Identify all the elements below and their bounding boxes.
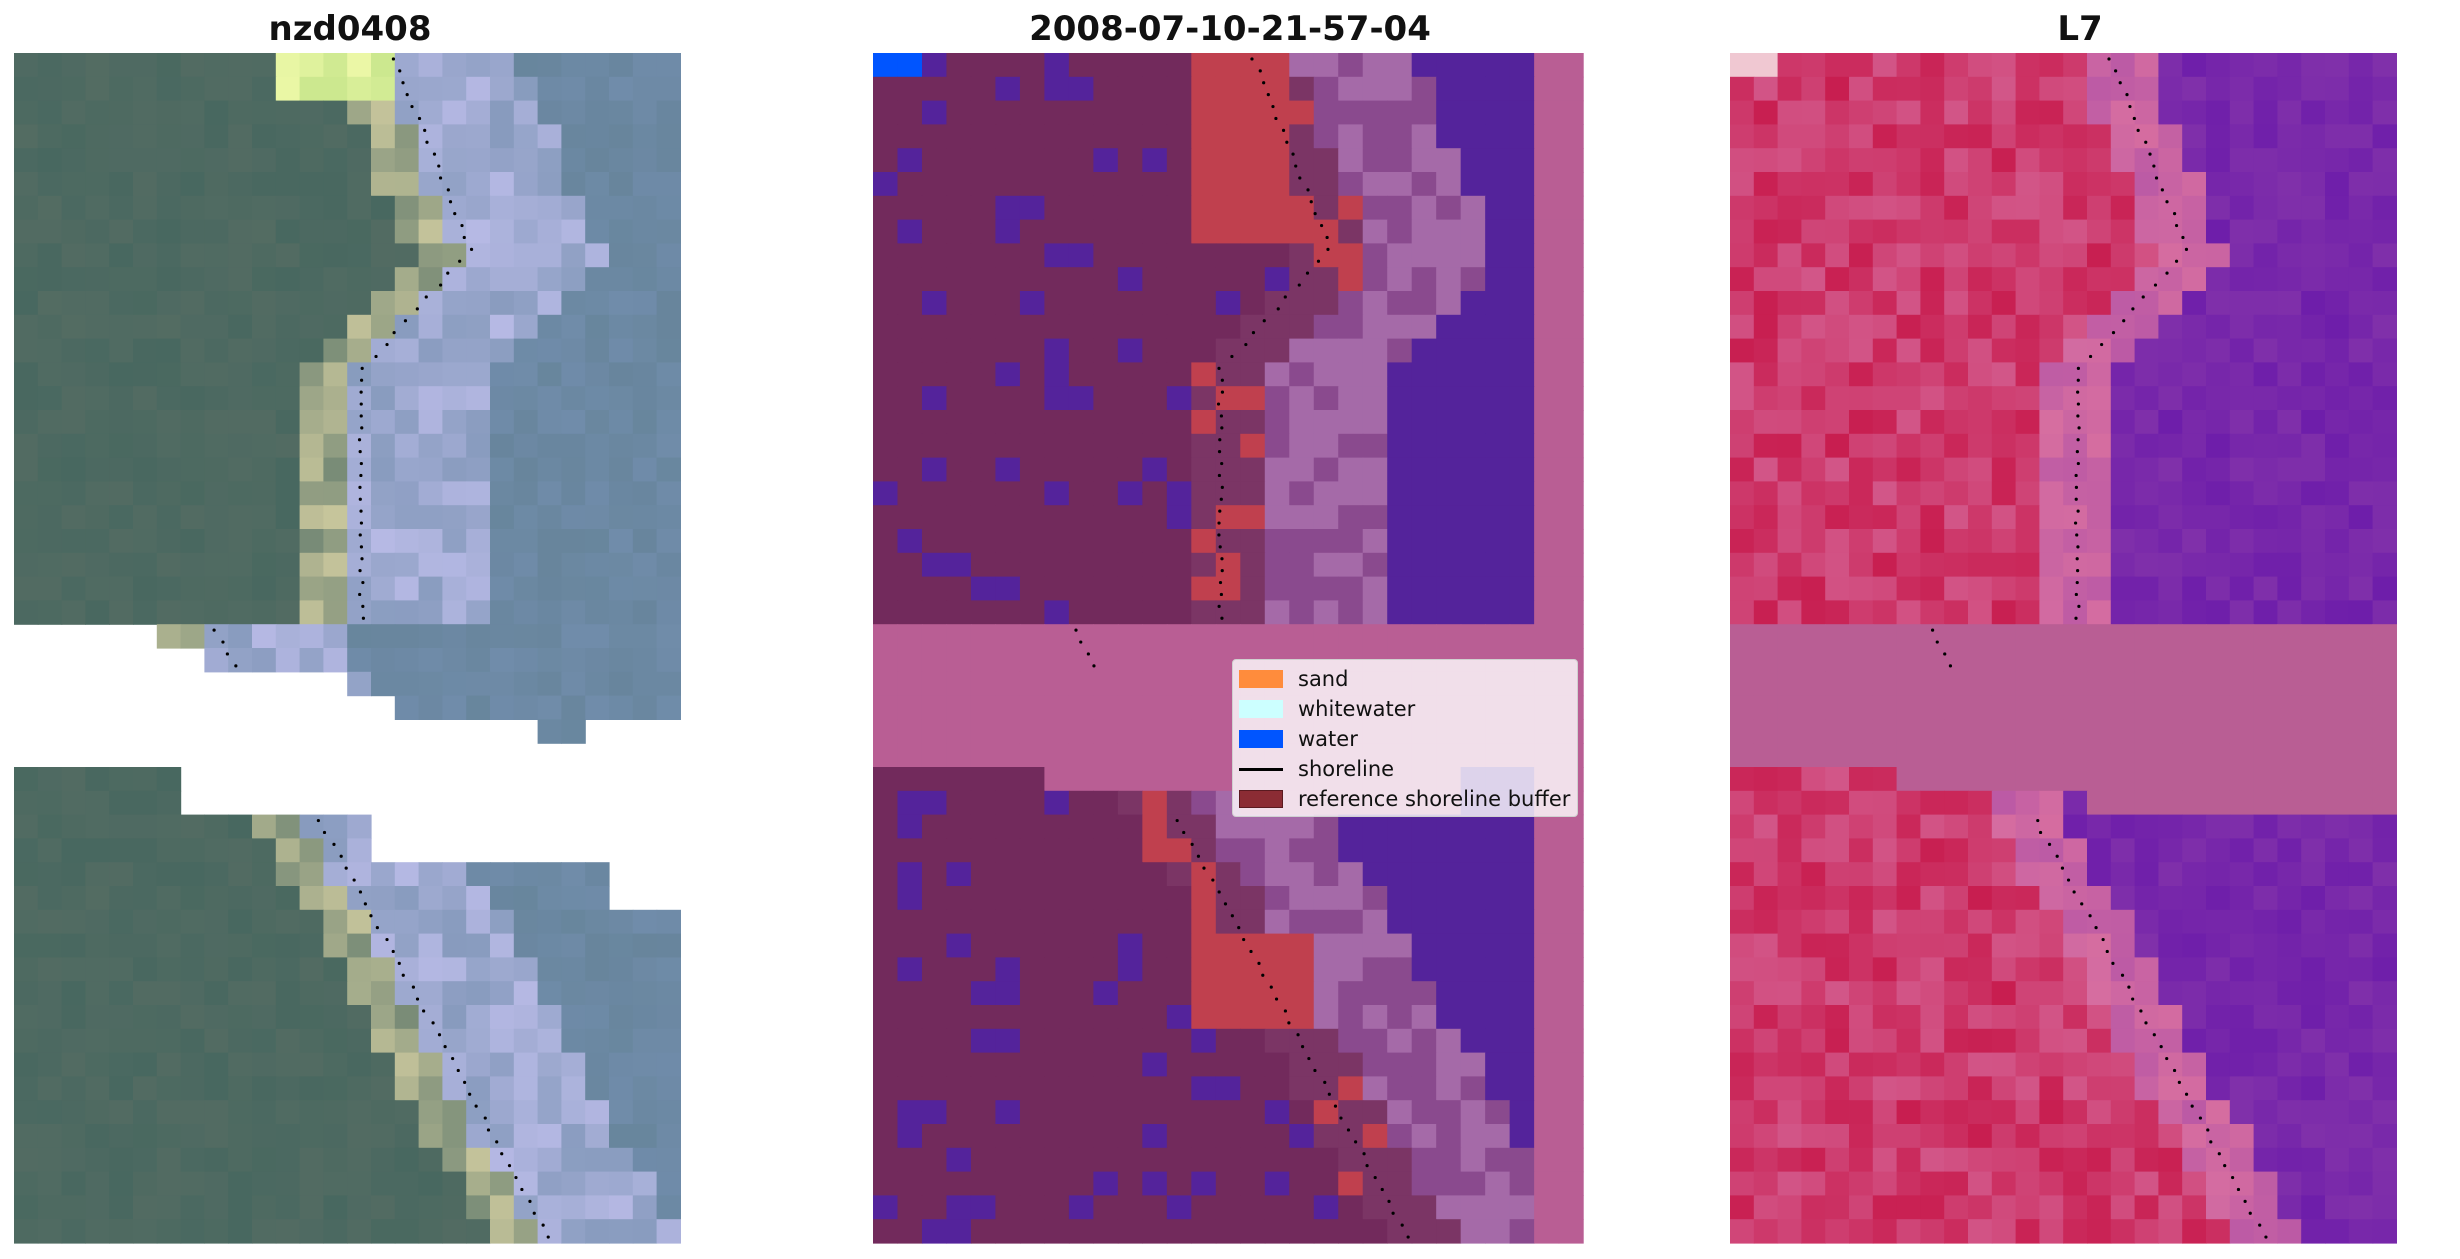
index-image [1730,53,2400,1244]
legend-label-whitewater: whitewater [1298,697,1416,721]
whitewater-swatch [1239,700,1283,718]
classification-image [873,53,1588,1244]
panel-title-rgb: nzd0408 [268,9,432,49]
water-swatch [1239,730,1283,748]
legend-label-water: water [1298,727,1358,751]
map-legend: sand whitewater water shoreline referenc… [1232,659,1578,817]
buffer-swatch [1239,790,1283,808]
legend-item-shoreline: shoreline [1239,756,1394,782]
legend-item-water: water [1239,726,1358,752]
panel-index: L7 [1700,0,2460,1259]
legend-item-buffer: reference shoreline buffer [1239,786,1570,812]
panel-title-classification: 2008-07-10-21-57-04 [1029,9,1431,49]
legend-label-sand: sand [1298,667,1349,691]
legend-item-whitewater: whitewater [1239,696,1415,722]
legend-label-shoreline: shoreline [1298,757,1395,781]
panel-rgb: nzd0408 [0,0,700,1259]
panel-title-index: L7 [2057,9,2103,49]
sand-swatch [1239,670,1283,688]
legend-label-buffer: reference shoreline buffer [1298,787,1571,811]
rgb-image [14,53,684,1244]
shoreline-line-swatch [1239,767,1283,771]
legend-item-sand: sand [1239,666,1348,692]
panel-classification: 2008-07-10-21-57-04 [840,0,1620,1259]
